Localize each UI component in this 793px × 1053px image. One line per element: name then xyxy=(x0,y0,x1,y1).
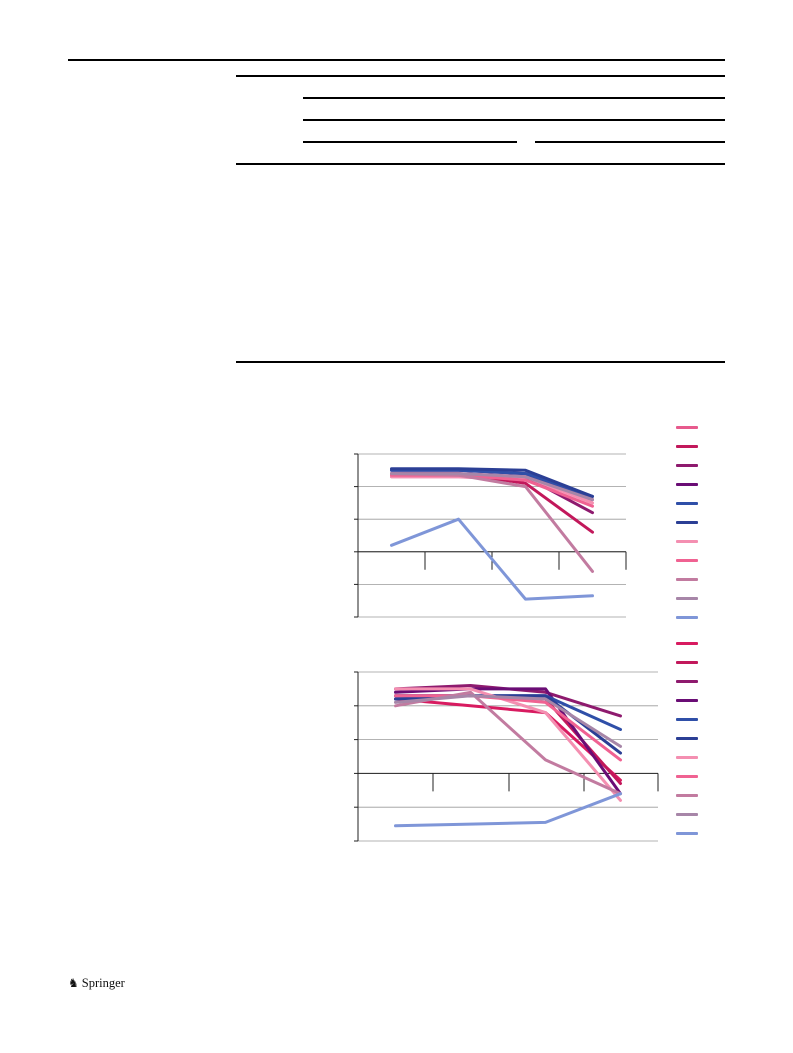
legend-swatch-4 xyxy=(676,483,698,486)
series-line-6 xyxy=(390,467,594,498)
legend-swatch-5 xyxy=(676,718,698,721)
legend-swatch-6 xyxy=(676,737,698,740)
legend-swatch-8 xyxy=(676,559,698,562)
legend-swatch-7 xyxy=(676,540,698,543)
legend-swatch-1 xyxy=(676,426,698,429)
table-bottom-rule xyxy=(236,361,725,363)
legend-swatch-10 xyxy=(676,597,698,600)
line-chart-1 xyxy=(354,453,627,618)
publisher-name: Springer xyxy=(81,976,125,990)
legend-swatch-3 xyxy=(676,680,698,683)
legend-swatch-9 xyxy=(676,794,698,797)
legend-swatch-11 xyxy=(676,616,698,619)
legend-swatch-5 xyxy=(676,502,698,505)
table-sub-rule-1 xyxy=(303,97,725,99)
header-rule xyxy=(68,59,725,61)
series-line-10 xyxy=(394,694,622,748)
line-chart-2 xyxy=(354,671,659,842)
legend-swatch-4 xyxy=(676,699,698,702)
legend-swatch-3 xyxy=(676,464,698,467)
series-line-10 xyxy=(390,472,594,502)
footer: ♞ Springer xyxy=(68,976,125,991)
legend-swatch-7 xyxy=(676,756,698,759)
table-header-bottom-rule xyxy=(236,163,725,165)
series-line-11 xyxy=(394,792,622,828)
springer-horse-icon: ♞ xyxy=(68,976,79,990)
series-line-9 xyxy=(394,690,622,796)
legend-swatch-1 xyxy=(676,642,698,645)
table-group-rule-left xyxy=(303,141,517,143)
legend-swatch-8 xyxy=(676,775,698,778)
series-line-5 xyxy=(390,468,594,498)
legend-swatch-11 xyxy=(676,832,698,835)
legend-swatch-10 xyxy=(676,813,698,816)
table-top-rule xyxy=(236,75,725,77)
table-sub-rule-2 xyxy=(303,119,725,121)
series-line-8 xyxy=(394,694,622,762)
legend-swatch-2 xyxy=(676,661,698,664)
legend-swatch-6 xyxy=(676,521,698,524)
series-line-1 xyxy=(394,697,622,782)
series-line-7 xyxy=(394,687,622,802)
legend-swatch-9 xyxy=(676,578,698,581)
series-line-11 xyxy=(390,517,594,601)
series-line-4 xyxy=(394,687,622,796)
table-group-rule-right xyxy=(535,141,725,143)
legend-swatch-2 xyxy=(676,445,698,448)
